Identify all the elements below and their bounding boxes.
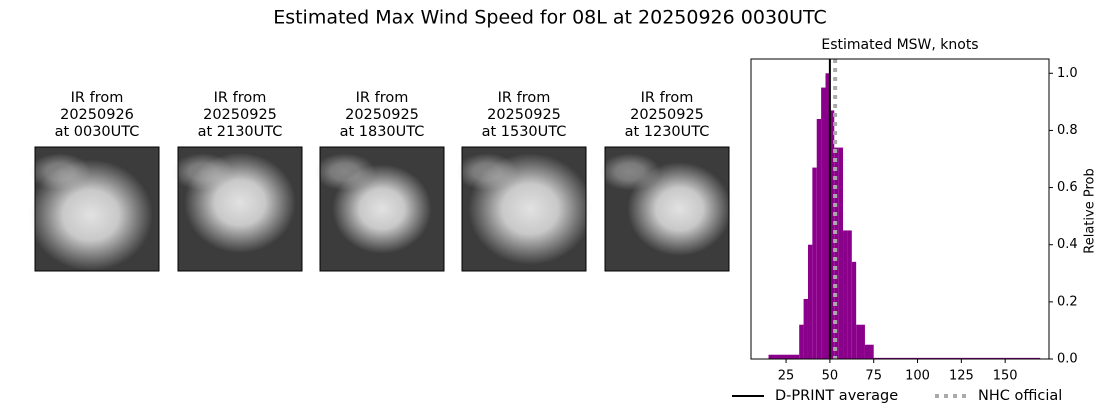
bar	[851, 261, 857, 359]
ir-frame	[319, 146, 445, 272]
x-tick-label: 50	[822, 369, 839, 384]
bar	[821, 87, 826, 360]
x-tick-label: 125	[949, 369, 974, 384]
bar	[816, 119, 822, 359]
panel-label: at 1830UTC	[340, 124, 425, 140]
chart-title: Estimated MSW, knots	[821, 37, 978, 53]
y-axis-label: Relative Prob	[1083, 168, 1098, 253]
y-tick-label: 0.2	[1057, 294, 1078, 309]
panel-label: at 2130UTC	[198, 124, 283, 140]
y-tick-label: 0.8	[1057, 123, 1078, 138]
bar	[864, 344, 874, 359]
legend-label: D-PRINT average	[775, 388, 898, 404]
ir-frame	[177, 146, 303, 272]
bar	[803, 299, 808, 359]
panel-label: IR from	[356, 90, 409, 106]
bar	[838, 147, 844, 359]
ir-frame	[461, 146, 587, 272]
bar	[847, 230, 852, 359]
y-tick-label: 0.0	[1057, 352, 1078, 367]
ir-cloud	[28, 153, 91, 191]
bar	[799, 324, 804, 359]
histogram: Estimated MSW, knots D-PRINT average NHC o…	[732, 37, 1098, 404]
bar	[812, 167, 817, 359]
panel-label: 20250926	[60, 107, 134, 123]
panel-label: 20250925	[630, 107, 704, 123]
bar	[807, 244, 813, 359]
panel-label: IR from	[498, 90, 551, 106]
bar	[856, 324, 865, 359]
bar	[829, 110, 835, 359]
ir-cloud	[313, 153, 376, 191]
y-tick-label: 0.4	[1057, 237, 1078, 252]
ir-cloud	[455, 153, 518, 191]
panel-label: IR from	[71, 90, 124, 106]
panel-label: 20250925	[487, 107, 561, 123]
x-tick-label: 25	[778, 369, 795, 384]
panel-label: 20250925	[345, 107, 419, 123]
legend-label: NHC official	[978, 388, 1062, 404]
ir-frame	[34, 146, 160, 272]
ir-cloud	[171, 153, 234, 191]
bar	[834, 147, 839, 359]
bar	[825, 73, 830, 360]
panel-label: IR from	[641, 90, 694, 106]
bar	[768, 354, 800, 359]
bar	[873, 357, 1041, 359]
x-tick-label: 75	[865, 369, 882, 384]
y-tick-label: 0.6	[1057, 180, 1078, 195]
panel-label: 20250925	[203, 107, 277, 123]
panel-label: at 0030UTC	[55, 124, 140, 140]
ir-cloud	[627, 162, 732, 256]
panel-label: at 1530UTC	[482, 124, 567, 140]
x-tick-label: 150	[993, 369, 1018, 384]
ir-frame	[604, 146, 730, 272]
panel-label: at 1230UTC	[625, 124, 710, 140]
x-tick-label: 100	[905, 369, 930, 384]
panel-label: IR from	[214, 90, 267, 106]
y-tick-label: 1.0	[1057, 66, 1078, 81]
bar	[843, 230, 848, 359]
plot-frame	[750, 58, 1050, 360]
ir-cloud	[598, 153, 661, 191]
figure-title: Estimated Max Wind Speed for 08L at 2025…	[273, 7, 827, 29]
